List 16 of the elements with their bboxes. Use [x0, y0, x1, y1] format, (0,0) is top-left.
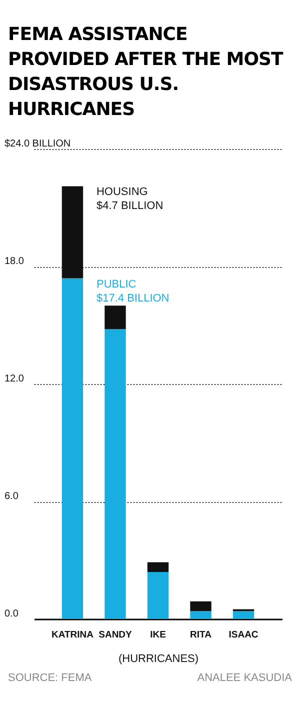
x-tick-label: SANDY: [98, 630, 133, 640]
x-tick-label: ISAAC: [228, 630, 258, 640]
chart-title: FEMA ASSISTANCE PROVIDED AFTER THE MOST DISASTROUS U.S. HURRICANES: [8, 23, 284, 122]
annotation: PUBLIC $17.4 BILLION: [96, 278, 170, 304]
text: ANALEE KASUDIA: [197, 672, 292, 684]
annotation: HOUSING $4.7 BILLION: [96, 186, 164, 212]
y-tick-label: $24.0 BILLION: [4, 138, 71, 150]
y-tick-label: 6.0: [4, 491, 19, 502]
source-note: SOURCE: FEMA: [8, 672, 92, 684]
y-tick-label: 12.0: [4, 374, 24, 384]
x-tick-label: IKE: [150, 630, 166, 640]
x-axis-title: (HURRICANES): [118, 653, 199, 665]
y-tick-label: 18.0: [4, 256, 24, 267]
x-tick-label: KATRINA: [51, 630, 94, 640]
y-tick-label: 0.0: [4, 608, 19, 620]
x-tick-label: RITA: [190, 630, 212, 640]
